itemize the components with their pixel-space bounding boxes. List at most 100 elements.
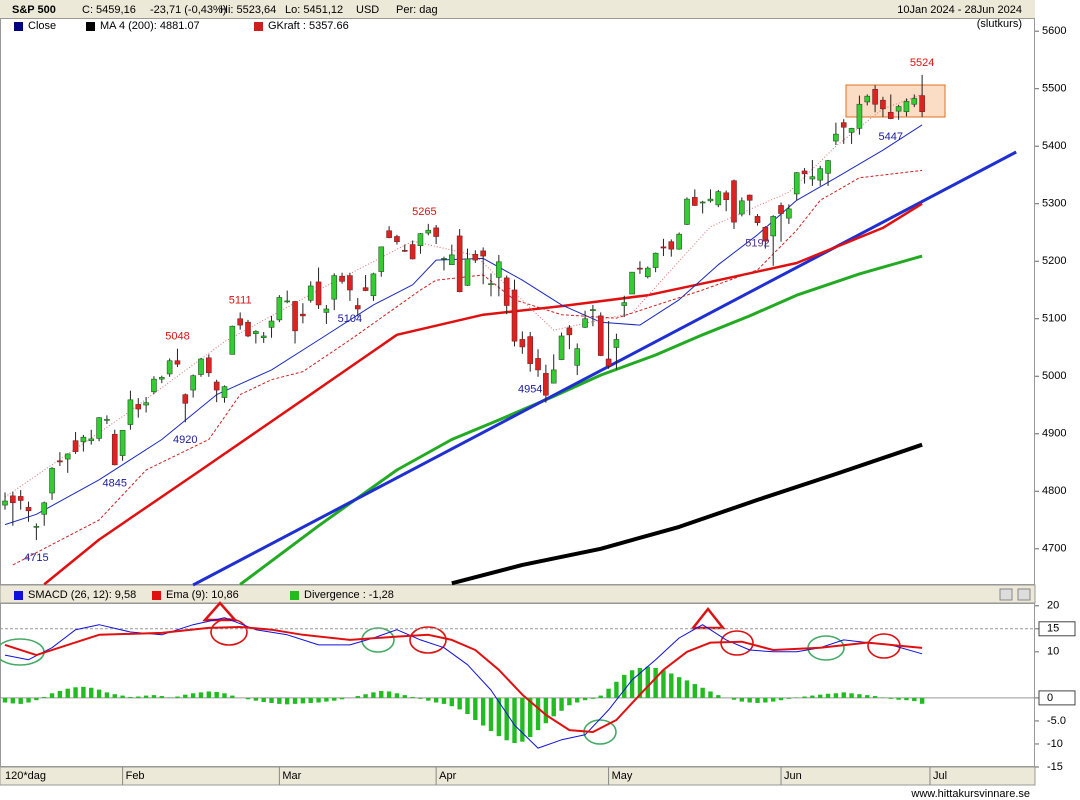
divergence-bar <box>433 697 439 703</box>
candle-body <box>715 191 722 206</box>
period: Per: dag <box>396 4 438 16</box>
divergence-bar <box>57 690 63 698</box>
candle-body <box>707 198 714 202</box>
divergence-bar <box>363 694 368 698</box>
x-tick-label: Mar <box>282 770 301 782</box>
divergence-bar <box>26 697 31 703</box>
candle-body <box>582 318 588 328</box>
divergence-bar <box>190 693 196 698</box>
line-series <box>451 442 923 586</box>
candle-body <box>793 172 800 195</box>
settings-icon[interactable] <box>999 588 1013 601</box>
divergence-bar <box>888 697 893 699</box>
candle-body <box>174 360 181 365</box>
divergence-bar <box>919 697 925 704</box>
divergence-bar <box>277 697 282 704</box>
candle-body <box>386 230 392 238</box>
candle-body <box>895 106 902 112</box>
candle-body <box>621 302 628 306</box>
divergence-bar <box>551 697 556 717</box>
candle-body <box>17 496 24 501</box>
divergence-bar <box>590 697 596 699</box>
candle-body <box>331 275 338 300</box>
close-icon[interactable] <box>1017 588 1031 601</box>
candle-body <box>198 358 204 375</box>
legend-label: Divergence : -1,28 <box>304 589 394 601</box>
divergence-bar <box>637 667 643 698</box>
divergence-bar <box>575 697 580 703</box>
divergence-bar <box>818 694 823 698</box>
line-series <box>4 94 923 498</box>
candle-body <box>2 500 8 506</box>
candle-body <box>558 335 565 360</box>
candle-body <box>652 252 659 268</box>
candle-body <box>143 402 149 406</box>
legend-label: Close <box>28 20 56 32</box>
candle-body <box>809 176 816 180</box>
divergence-bar <box>339 697 345 700</box>
divergence-bar <box>151 695 157 698</box>
candle-body <box>613 339 620 348</box>
legend-swatch <box>290 591 299 600</box>
candle-body <box>848 128 855 133</box>
candle-body <box>919 95 925 113</box>
divergence-bar <box>543 697 549 724</box>
legend-swatch <box>152 591 161 600</box>
candle-body <box>488 283 494 285</box>
annotation: 5104 <box>338 313 362 325</box>
divergence-bar <box>136 696 141 698</box>
panel-icons[interactable] <box>999 588 1031 601</box>
divergence-bar <box>802 696 807 698</box>
candle-body <box>597 315 604 356</box>
divergence-bar <box>825 693 831 698</box>
candle-body <box>629 271 635 295</box>
candle-body <box>754 216 761 224</box>
divergence-bar <box>692 684 698 698</box>
candle-body <box>347 275 353 291</box>
candle-body <box>464 258 471 286</box>
y-tick-label: 4800 <box>1042 485 1066 497</box>
candle-body <box>158 377 165 380</box>
y-tick-label: 5600 <box>1042 25 1066 37</box>
divergence-bar <box>206 691 212 698</box>
divergence-bar <box>669 673 674 698</box>
candle-body <box>840 122 847 128</box>
candle-body <box>111 434 118 466</box>
divergence-bar <box>841 692 846 698</box>
candle-body <box>856 103 863 129</box>
annotation: 4715 <box>24 552 48 564</box>
candle-body <box>817 168 824 181</box>
low: Lo: 5451,12 <box>285 4 343 16</box>
divergence-bar <box>89 687 94 698</box>
divergence-bar <box>865 695 870 698</box>
candle-body <box>10 495 16 504</box>
candle-body <box>872 88 878 105</box>
candle-body <box>64 453 71 460</box>
candle-body <box>880 99 886 110</box>
divergence-bar <box>755 697 760 703</box>
divergence-bar <box>120 695 125 698</box>
candle-body <box>637 267 643 270</box>
candle-body <box>543 373 549 396</box>
legend-label: SMACD (26, 12): 9,58 <box>28 589 136 601</box>
legend-swatch <box>14 591 23 600</box>
candle-body <box>25 507 32 512</box>
divergence-bar <box>175 696 180 698</box>
y-tick-label: 10 <box>1047 646 1059 658</box>
divergence-bar <box>457 697 462 710</box>
divergence-bar <box>316 697 321 703</box>
divergence-bar <box>857 694 862 698</box>
candle-body <box>213 381 220 391</box>
candle-body <box>151 378 157 393</box>
divergence-bar <box>567 697 572 706</box>
y-tick-label: 15 <box>1047 623 1059 635</box>
divergence-bar <box>42 696 47 698</box>
candle-body <box>284 300 291 303</box>
candle-body <box>260 335 267 339</box>
divergence-bar <box>214 691 219 698</box>
annotation: 4845 <box>103 477 127 489</box>
candle-body <box>449 254 455 265</box>
divergence-bar <box>198 692 204 698</box>
